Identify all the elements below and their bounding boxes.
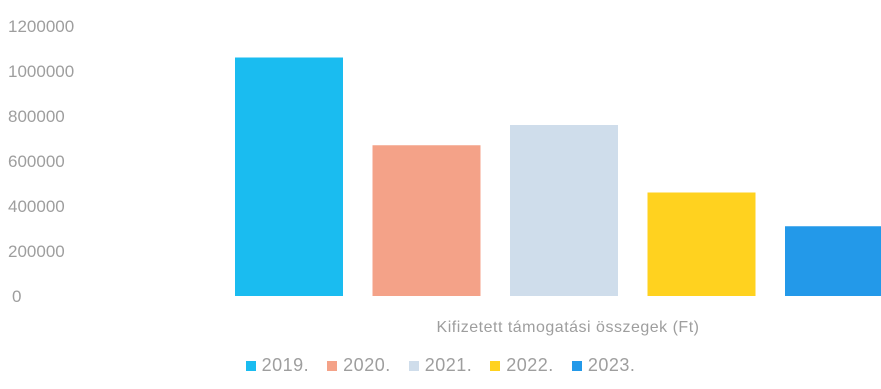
legend-swatch [327, 360, 338, 371]
bar-2023 [785, 226, 881, 296]
legend-swatch [571, 360, 582, 371]
legend-swatch [408, 360, 419, 371]
legend: 2019. 2020. 2021. 2022. 2023. [0, 355, 881, 376]
y-tick-label: 1000000 [8, 62, 74, 81]
bars [235, 57, 881, 296]
y-tick-label: 200000 [8, 242, 65, 261]
category-axis-label: Kifizetett támogatási összegek (Ft) [437, 319, 700, 336]
y-tick-label: 1200000 [8, 17, 74, 36]
legend-label: 2022. [506, 355, 554, 375]
legend-label: 2021. [424, 355, 473, 375]
legend-swatch [490, 360, 501, 371]
legend-item-2022: 2022. [490, 355, 554, 376]
y-tick-label: 800000 [8, 107, 65, 126]
y-tick-label: 600000 [8, 152, 65, 171]
legend-item-2021: 2021. [408, 355, 473, 376]
y-tick-label: 400000 [8, 197, 65, 216]
bar-2022 [647, 192, 756, 296]
bar-2019 [235, 57, 343, 296]
bar-2020 [372, 145, 481, 296]
y-axis-ticks: 1200000 1000000 800000 600000 400000 200000 0 [8, 17, 74, 306]
y-tick-label: 0 [12, 287, 21, 306]
legend-label: 2023. [587, 355, 636, 375]
legend-item-2019: 2019. [245, 355, 310, 376]
bar-2021 [510, 125, 618, 296]
legend-label: 2020. [343, 355, 391, 375]
legend-item-2020: 2020. [327, 355, 391, 376]
legend-swatch [245, 360, 256, 371]
legend-item-2023: 2023. [571, 355, 636, 376]
legend-label: 2019. [261, 355, 310, 375]
